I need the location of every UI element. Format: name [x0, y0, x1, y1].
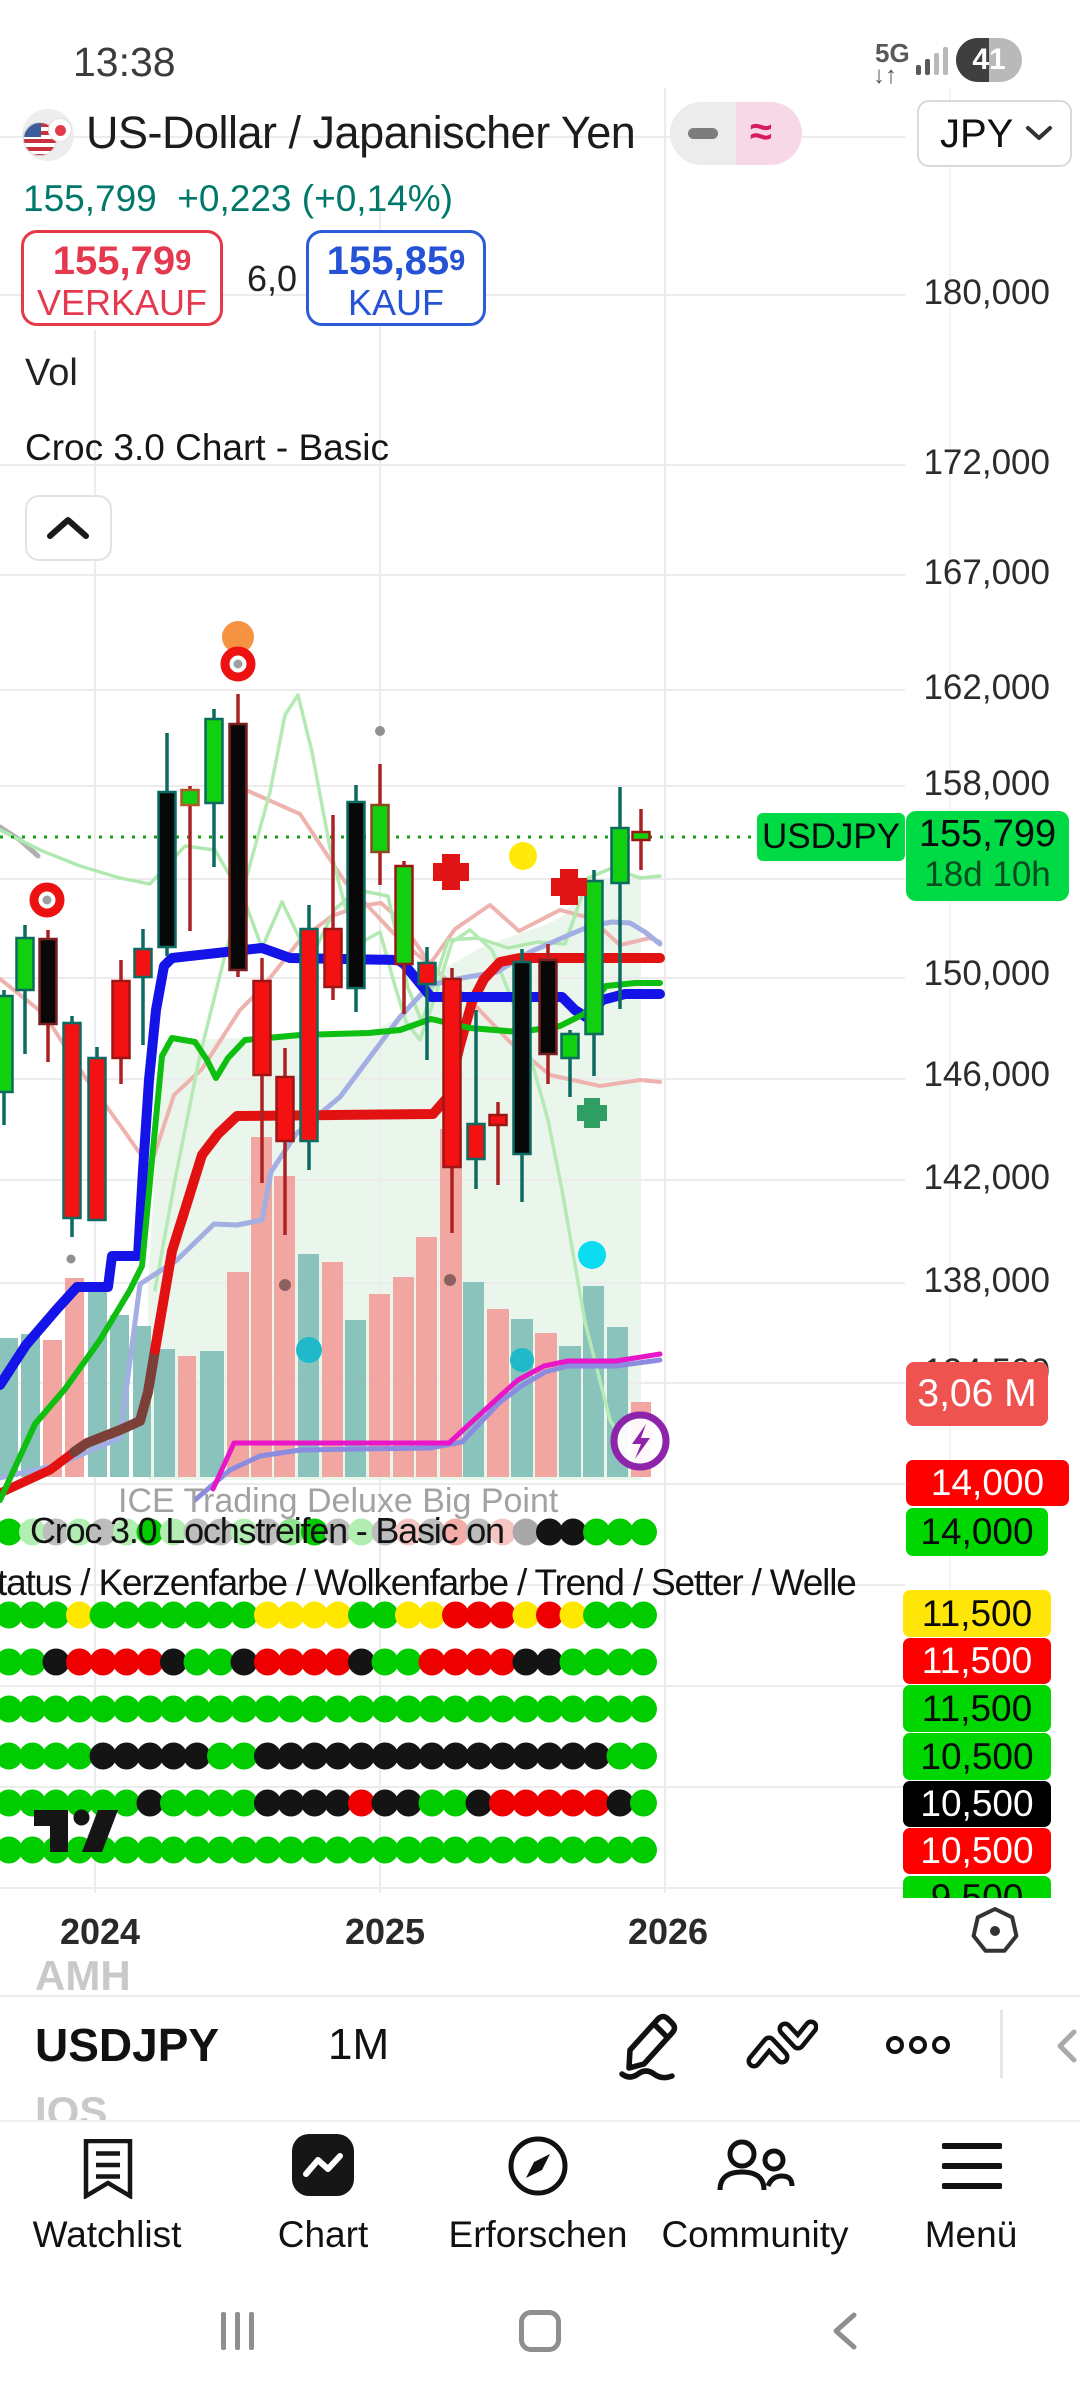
svg-text:2024: 2024	[60, 1911, 140, 1952]
svg-text:2026: 2026	[628, 1911, 708, 1952]
svg-text:2025: 2025	[345, 1911, 425, 1952]
